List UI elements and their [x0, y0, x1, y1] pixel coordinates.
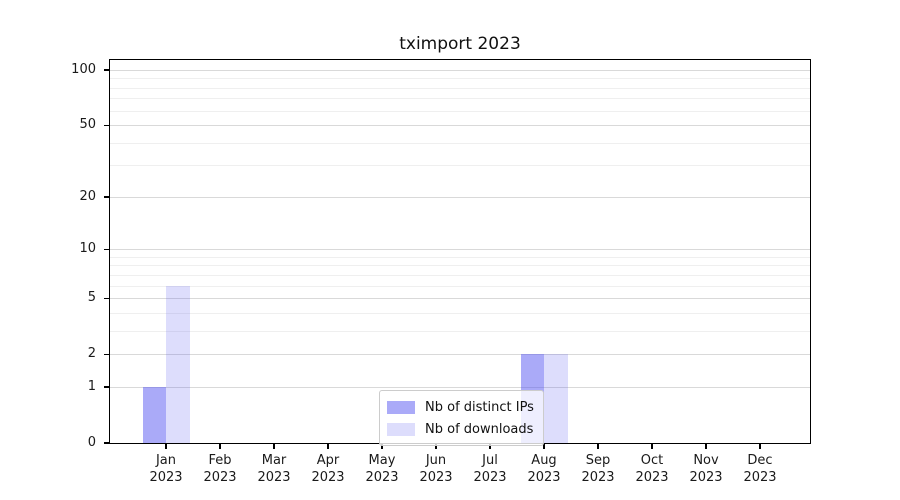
y-tick-mark — [104, 196, 109, 198]
x-tick-label: Sep 2023 — [571, 452, 625, 486]
legend-swatch — [387, 400, 415, 414]
x-tick-month: May — [368, 453, 396, 468]
gridline-minor — [110, 78, 810, 80]
gridline-minor — [110, 87, 810, 89]
y-tick-mark — [104, 442, 109, 444]
gridline-major — [110, 354, 810, 356]
y-tick-mark — [104, 386, 109, 388]
x-tick-month: Dec — [747, 453, 773, 468]
x-tick-label: Mar 2023 — [247, 452, 301, 486]
x-tick-month: Oct — [640, 453, 664, 468]
x-tick-mark — [219, 444, 221, 449]
x-tick-year: 2023 — [365, 470, 399, 485]
gridline-minor — [110, 142, 810, 144]
x-tick-year: 2023 — [473, 470, 507, 485]
x-tick-year: 2023 — [581, 470, 615, 485]
gridline-minor — [110, 274, 810, 276]
y-tick-label: 20 — [79, 188, 96, 204]
chart-title: tximport 2023 — [399, 34, 521, 54]
y-tick-mark — [104, 297, 109, 299]
gridline-major — [110, 196, 810, 198]
x-tick-label: Aug 2023 — [517, 452, 571, 486]
x-tick-year: 2023 — [419, 470, 453, 485]
bar-downloads — [544, 354, 568, 443]
gridline-minor — [110, 110, 810, 112]
x-tick-year: 2023 — [635, 470, 669, 485]
x-tick-mark — [381, 444, 383, 449]
legend-item: Nb of distinct IPs — [387, 397, 534, 417]
gridline-minor — [110, 256, 810, 258]
x-tick-label: Jun 2023 — [409, 452, 463, 486]
x-tick-label: Feb 2023 — [193, 452, 247, 486]
y-tick-label: 5 — [87, 290, 96, 306]
x-tick-month: Mar — [261, 453, 287, 468]
legend: Nb of distinct IPs Nb of downloads — [379, 390, 544, 446]
x-tick-year: 2023 — [527, 470, 561, 485]
x-tick-mark — [759, 444, 761, 449]
y-tick-label: 2 — [87, 346, 96, 362]
x-tick-mark — [165, 444, 167, 449]
x-tick-month: Nov — [693, 453, 719, 468]
gridline-major — [110, 386, 810, 388]
x-tick-month: Aug — [531, 453, 557, 468]
plot-area — [110, 60, 810, 443]
x-tick-month: Jun — [425, 453, 447, 468]
gridline-minor — [110, 98, 810, 100]
gridline-major — [110, 69, 810, 71]
legend-label: Nb of downloads — [425, 421, 534, 437]
x-tick-month: Sep — [585, 453, 611, 468]
gridline-minor — [110, 312, 810, 314]
y-tick-label: 0 — [87, 435, 96, 450]
x-tick-year: 2023 — [689, 470, 723, 485]
y-tick-label: 1 — [87, 378, 96, 394]
x-tick-label: May 2023 — [355, 452, 409, 486]
x-tick-year: 2023 — [311, 470, 345, 485]
x-tick-label: Nov 2023 — [679, 452, 733, 486]
y-tick-label: 50 — [79, 117, 96, 133]
legend-item: Nb of downloads — [387, 419, 534, 439]
gridline-minor — [110, 330, 810, 332]
bar-distinct-ips — [142, 386, 166, 443]
y-tick-label: 10 — [79, 241, 96, 257]
gridline-major — [110, 249, 810, 251]
x-tick-year: 2023 — [203, 470, 237, 485]
x-tick-label: Dec 2023 — [733, 452, 787, 486]
x-tick-label: Apr 2023 — [301, 452, 355, 486]
gridline-minor — [110, 165, 810, 167]
x-tick-label: Jul 2023 — [463, 452, 517, 486]
x-tick-year: 2023 — [743, 470, 777, 485]
legend-label: Nb of distinct IPs — [425, 399, 534, 415]
x-tick-mark — [705, 444, 707, 449]
x-tick-mark — [651, 444, 653, 449]
x-tick-year: 2023 — [149, 470, 183, 485]
y-tick-label: 100 — [71, 61, 96, 77]
gridline-minor — [110, 265, 810, 267]
x-tick-mark — [489, 444, 491, 449]
x-tick-month: Jul — [482, 453, 498, 468]
x-tick-month: Apr — [316, 453, 340, 468]
x-tick-mark — [543, 444, 545, 449]
x-tick-year: 2023 — [257, 470, 291, 485]
y-tick-mark — [104, 69, 109, 71]
gridline-major — [110, 125, 810, 127]
gridline-minor — [110, 285, 810, 287]
y-tick-mark — [104, 124, 109, 126]
y-tick-mark — [104, 353, 109, 355]
x-tick-mark — [435, 444, 437, 449]
x-tick-month: Feb — [208, 453, 232, 468]
bar-downloads — [166, 285, 190, 443]
x-tick-mark — [327, 444, 329, 449]
gridline-major — [110, 298, 810, 300]
x-tick-mark — [273, 444, 275, 449]
y-tick-mark — [104, 248, 109, 250]
x-tick-label: Jan 2023 — [139, 452, 193, 486]
x-tick-mark — [597, 444, 599, 449]
legend-swatch — [387, 422, 415, 436]
x-tick-label: Oct 2023 — [625, 452, 679, 486]
x-tick-month: Jan — [155, 453, 177, 468]
